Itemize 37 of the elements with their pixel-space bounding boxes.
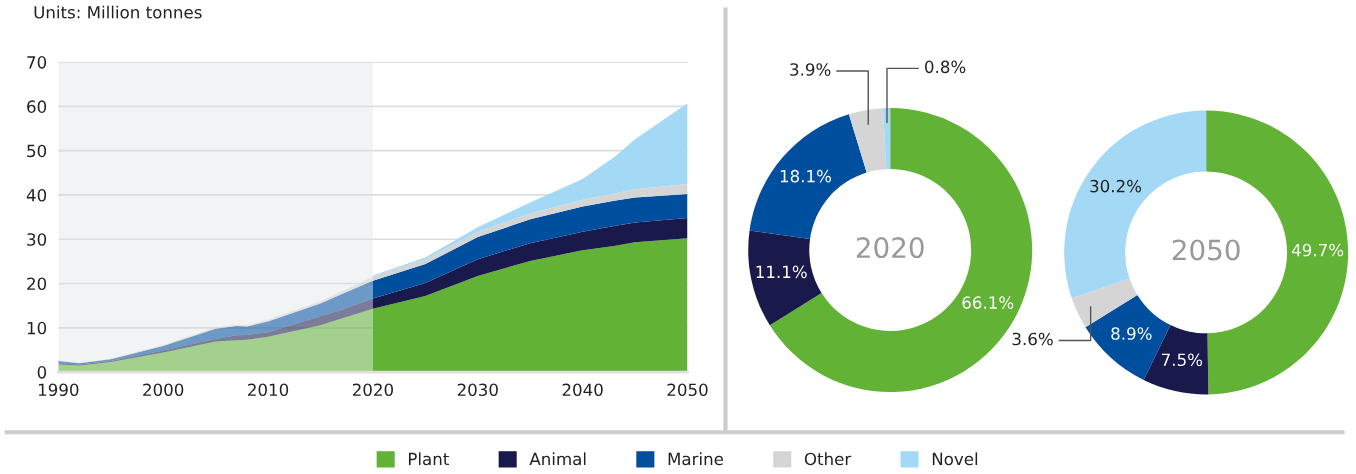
x-tick-label: 2030 [457,383,498,397]
data-label: 30.2% [1090,179,1142,193]
legend-label: Marine [668,452,724,466]
x-tick-label: 2020 [352,383,393,397]
y-tick-label: 60 [27,100,47,113]
data-label: 11.1% [756,265,807,279]
y-axis-title: Units: Million tonnes [34,5,202,19]
data-label: 66.1% [962,296,1014,309]
data-label: 3.6% [1012,332,1053,346]
y-tick-label: 20 [27,277,47,291]
legend-label: Novel [932,452,978,466]
data-label: 18.1% [780,169,832,183]
text: 2050 [1172,239,1240,261]
legend-label: Other [804,452,852,466]
y-tick-label: 30 [27,233,47,246]
x-tick-label: 2040 [562,383,603,397]
x-tick-label: 2010 [248,383,289,397]
y-tick-label: 40 [26,188,47,202]
data-label: 49.7% [1291,243,1344,257]
text: 2020 [856,237,924,259]
y-tick-label: 0 [37,366,47,379]
data-label: 8.9% [1111,327,1152,340]
donut-slice [1071,278,1138,328]
legend-label: Animal [529,452,586,466]
y-tick-label: 10 [27,321,47,335]
donut-slice [848,108,887,173]
x-tick-label: 1990 [38,383,79,397]
x-tick-label: 2000 [143,383,184,397]
data-label: 7.5% [1162,353,1203,367]
x-tick-label: 2050 [667,383,708,397]
donut-slice [748,230,822,326]
donut-slice [749,114,867,239]
data-label: 0.8% [925,60,966,74]
y-tick-label: 70 [27,56,47,69]
y-tick-label: 50 [27,144,47,158]
legend-label: Plant [408,452,449,466]
data-label: 3.9% [790,63,831,76]
